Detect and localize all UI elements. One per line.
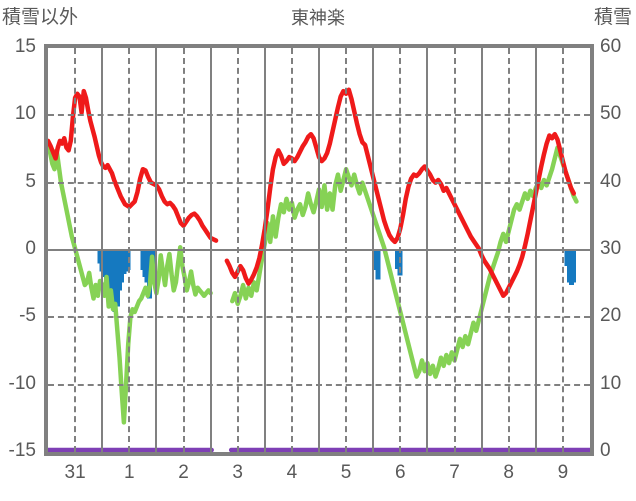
zero-line (48, 249, 590, 251)
hgridline (48, 114, 590, 117)
plot-area (44, 44, 594, 456)
y-tick-label-left: 5 (25, 170, 36, 192)
hgridline (48, 181, 590, 184)
x-tick-label: 4 (286, 462, 298, 483)
y-tick-label-right: 10 (600, 372, 622, 394)
x-tick-label: 2 (178, 462, 189, 483)
y-tick-label-left: 10 (14, 103, 36, 125)
y-tick-label-right: 40 (600, 170, 622, 192)
left-axis-unit-label: 積雪以外 (2, 7, 79, 28)
snow-bar (125, 250, 131, 271)
x-tick-label: 9 (557, 462, 569, 483)
x-tick-label: 1 (124, 462, 135, 483)
x-tick-label: 3 (232, 462, 243, 483)
x-tick-label: 31 (64, 462, 86, 483)
hgridline (48, 316, 590, 319)
y-tick-label-left: -10 (8, 372, 36, 394)
x-tick-label: 8 (503, 462, 514, 483)
snow-bar (571, 250, 577, 283)
y-tick-label-left: 0 (25, 238, 36, 259)
plot-inner (48, 48, 590, 452)
y-tick-label-left: 15 (14, 36, 36, 57)
x-tick-label: 6 (395, 462, 406, 483)
right-axis-unit-label: 積雪 (593, 7, 632, 28)
y-tick-label-right: 20 (600, 305, 622, 327)
hgridline (48, 383, 590, 386)
snow-bar (375, 250, 381, 280)
y-tick-label-right: 60 (600, 36, 622, 57)
x-tick-label: 5 (340, 462, 352, 483)
y-tick-label-right: 50 (600, 103, 622, 125)
y-tick-label-left: -5 (19, 305, 36, 327)
y-tick-label-left: -15 (8, 440, 36, 461)
y-tick-label-right: 0 (600, 440, 611, 461)
x-tick-label: 7 (449, 462, 460, 483)
chart-title: 東神楽 (291, 8, 345, 28)
y-tick-label-right: 30 (600, 238, 622, 259)
